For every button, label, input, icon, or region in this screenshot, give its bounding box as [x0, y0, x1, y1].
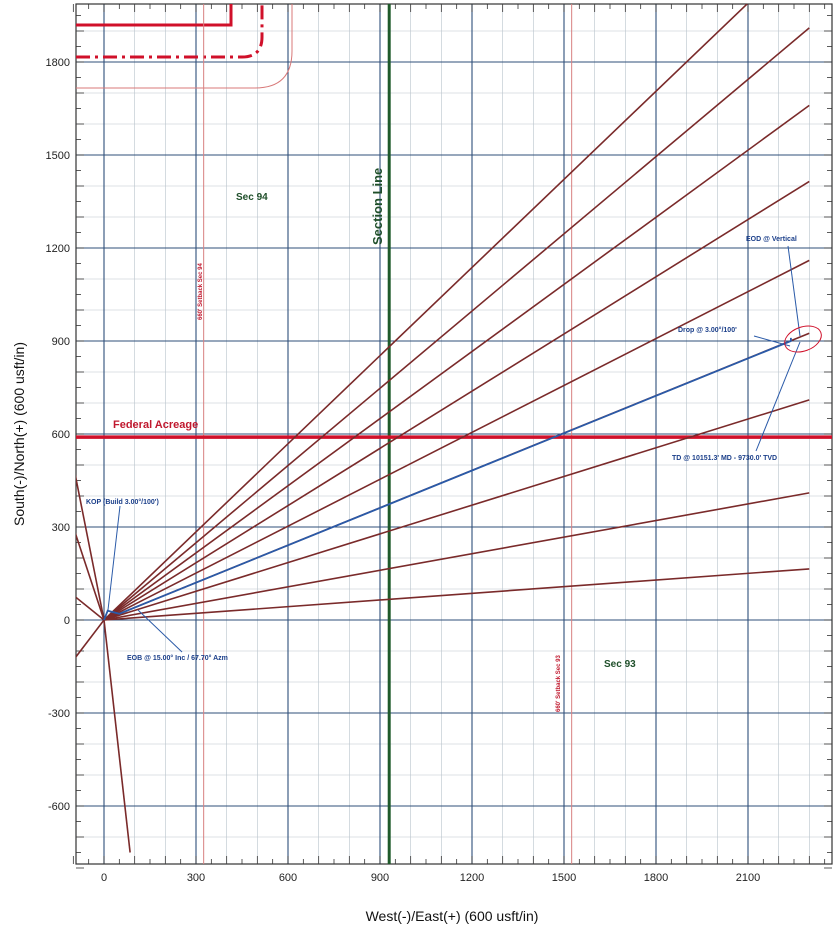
- x-tick-label: 1800: [644, 872, 668, 884]
- y-axis-label: South(-)/North(+) (600 usft/in): [11, 342, 27, 526]
- x-tick-label: 1500: [552, 872, 576, 884]
- eod-label: EOD @ Vertical: [746, 236, 797, 243]
- setback-93-label: 660' Setback Sec 93: [556, 655, 562, 712]
- lease-boundary-dashed: [76, 4, 264, 59]
- eod-leader: [787, 245, 801, 337]
- sec-94-label: Sec 94: [236, 192, 268, 203]
- drop-leader: [753, 335, 791, 347]
- kop-label: KOP (Build 3.00°/100'): [86, 498, 159, 506]
- eob-leader: [137, 609, 183, 653]
- offset-well-line: [76, 474, 105, 621]
- annotations: Section Line Federal Acreage Sec 94 Sec …: [86, 168, 822, 712]
- x-tick-label: 2100: [736, 872, 760, 884]
- offset-well-line: [76, 532, 105, 621]
- x-tick-labels: 0 300 600 900 1200 1500 1800 2100: [101, 872, 760, 884]
- y-tick-label: -300: [48, 708, 70, 720]
- offset-well-line: [103, 568, 810, 621]
- drop-label: Drop @ 3.00°/100': [678, 326, 737, 334]
- x-tick-label: 900: [371, 872, 389, 884]
- planned-well: [103, 337, 792, 621]
- target-circle: [784, 325, 822, 353]
- x-axis-label: West(-)/East(+) (600 usft/in): [366, 908, 539, 924]
- lease-boundary: [76, 4, 293, 89]
- offset-well-line: [76, 619, 105, 659]
- offset-well-line: [76, 596, 105, 621]
- setback-lines: [203, 4, 573, 864]
- eob-label: EOB @ 15.00° Inc / 67.70° Azm: [127, 654, 228, 662]
- offset-well-line: [103, 259, 810, 621]
- offset-well-line: [103, 180, 810, 621]
- td-label: TD @ 10151.3' MD - 9730.0' TVD: [672, 455, 777, 462]
- setback-94-label: 660' Setback Sec 94: [198, 263, 204, 320]
- y-tick-label: -600: [48, 801, 70, 813]
- offset-well-line: [103, 27, 810, 621]
- offset-well-line: [103, 4, 749, 621]
- lease-boundary-thin: [76, 4, 293, 89]
- y-tick-label: 0: [64, 615, 70, 627]
- offset-well-line: [103, 399, 810, 621]
- y-tick-label: 1200: [46, 243, 70, 255]
- frame-ticks: [72, 4, 832, 869]
- offset-well-line: [103, 104, 810, 621]
- offset-well-line: [103, 492, 810, 621]
- td-leader: [755, 341, 801, 452]
- lease-boundary-solid: [76, 4, 233, 27]
- y-tick-label: 600: [52, 429, 70, 441]
- federal-acreage-label: Federal Acreage: [113, 419, 198, 431]
- sec-93-label: Sec 93: [604, 659, 636, 670]
- x-tick-label: 0: [101, 872, 107, 884]
- x-tick-label: 300: [187, 872, 205, 884]
- y-tick-label: 1500: [46, 150, 70, 162]
- planned-well-path: [103, 337, 792, 621]
- offset-well-line: [103, 619, 131, 853]
- kop-leader: [107, 505, 121, 611]
- y-tick-label: 900: [52, 336, 70, 348]
- x-tick-label: 1200: [460, 872, 484, 884]
- y-tick-labels: -600 -300 0 300 600 900 1200 1500 1800: [46, 57, 70, 813]
- y-tick-label: 1800: [46, 57, 70, 69]
- section-line-label: Section Line: [370, 168, 385, 245]
- x-tick-label: 600: [279, 872, 297, 884]
- y-tick-label: 300: [52, 522, 70, 534]
